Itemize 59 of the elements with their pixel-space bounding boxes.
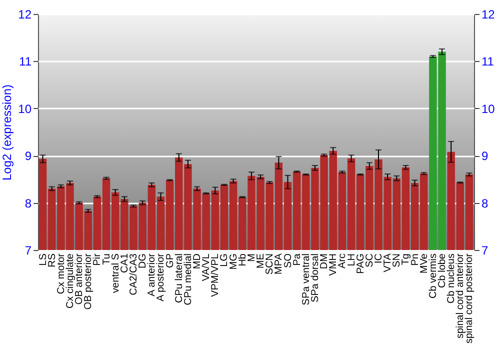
x-tick-label: OB anterior (74, 252, 86, 305)
y-tick-label: 11 (19, 54, 32, 69)
x-tick-label: spinal cord anterior (455, 252, 466, 339)
x-tick-label: IC (373, 254, 384, 264)
x-tick-label: Tg (400, 254, 412, 266)
x-tick-label: spinal cord posterior (464, 252, 476, 344)
x-tick-label: Pn (410, 254, 421, 266)
y2-tick-label: 8 (482, 196, 488, 210)
x-tick-label: ventral S (110, 253, 122, 293)
x-tick-label: MPA (274, 253, 285, 274)
x-tick-label: SPa dorsal (310, 254, 321, 302)
x-tick-label: LG (219, 253, 230, 267)
x-tick-label: GP (164, 253, 176, 268)
x-tick-label: CPu medial (182, 254, 194, 306)
x-tick-label: CPu lateral (174, 254, 185, 303)
y-axis-title: Log2 (expression) (0, 84, 14, 181)
y2-tick-label: 12 (482, 8, 496, 22)
x-tick-label: OB posterior (83, 252, 94, 310)
x-tick-label: Hb (237, 253, 248, 266)
y-tick-label: 7 (24, 244, 32, 258)
x-tick-label: Cb nucleus (446, 254, 458, 304)
x-tick-label: Cx motor (56, 252, 67, 294)
x-tick-label: VTA (382, 253, 394, 272)
y-tick-label: 8 (24, 196, 32, 210)
x-tick-label: VMH (328, 254, 340, 276)
x-tick-label: DM (319, 254, 330, 270)
y-tick-label: 9 (24, 149, 32, 164)
x-tick-label: MG (228, 253, 240, 270)
x-tick-label: LH (346, 254, 358, 266)
x-tick-label: M (246, 254, 258, 262)
x-tick-label: SCN (264, 254, 276, 275)
x-tick-label: Pa (292, 253, 303, 266)
y2-tick-label: 7 (482, 244, 488, 258)
x-tick-label: Arc (337, 254, 348, 268)
x-tick-label: SPa ventral (300, 254, 312, 306)
x-tick-label: DG (138, 253, 149, 268)
y2-tick-label: 9 (482, 149, 488, 164)
x-tick-label: Cb vermis (428, 254, 439, 299)
x-tick-label: MVe (418, 253, 430, 274)
x-tick-label: RS (46, 253, 58, 268)
x-tick-label: CA1 (119, 253, 130, 273)
x-tick-label: Cx cingulate (64, 253, 76, 309)
x-tick-label: LS (38, 253, 49, 266)
x-tick-label: A anterior (146, 252, 158, 296)
x-tick-label: ME (256, 253, 267, 268)
y2-tick-label: 10 (482, 102, 496, 116)
x-tick-label: PAG (355, 253, 366, 274)
y-tick-label: 12 (18, 8, 32, 22)
y2-tick-label: 11 (482, 54, 494, 69)
x-tick-label: Tu (101, 254, 112, 265)
x-tick-label: CA2/CA3 (128, 253, 140, 296)
x-tick-label: VPM/VPL (210, 253, 222, 297)
x-tick-label: SO (282, 253, 294, 268)
x-tick-label: SN (392, 254, 403, 268)
x-tick-label: Cb lobe (437, 253, 448, 288)
x-tick-label: SC (364, 254, 376, 268)
x-tick-label: A posterior (156, 252, 167, 302)
y-tick-label: 10 (18, 102, 32, 116)
x-tick-label: Pir (92, 252, 104, 266)
